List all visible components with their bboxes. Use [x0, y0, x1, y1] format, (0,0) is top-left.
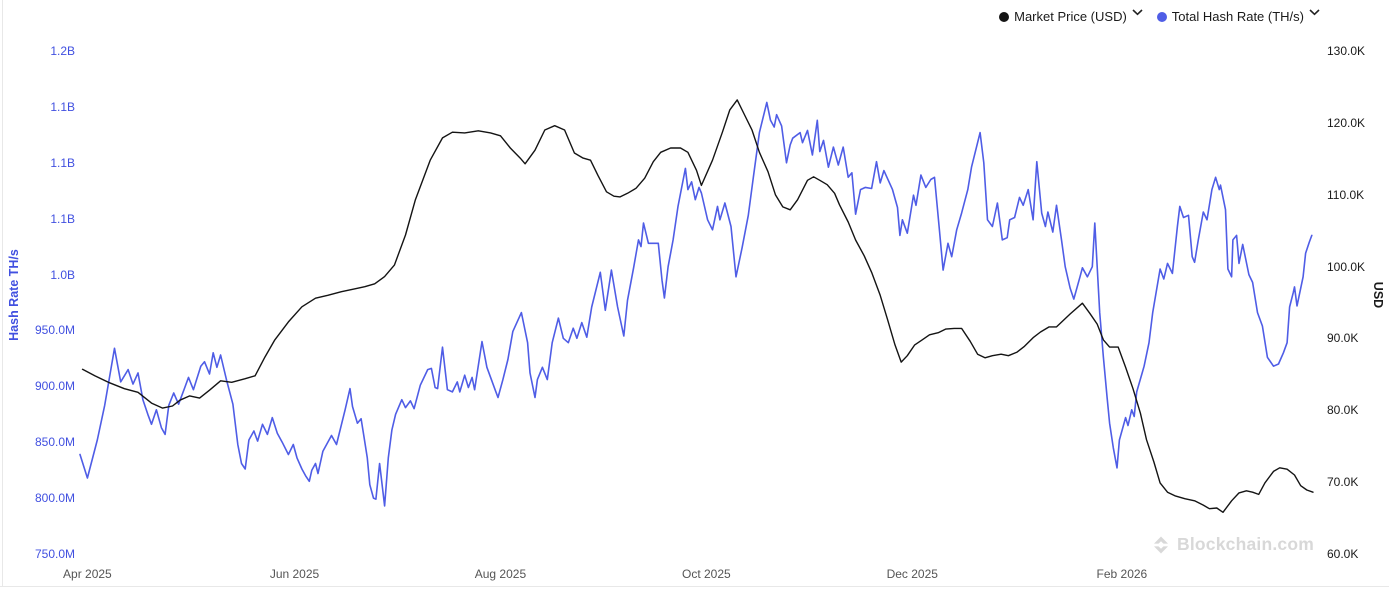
x-tick-label: Oct 2025: [682, 567, 731, 581]
watermark-text: Blockchain.com: [1177, 534, 1315, 554]
y-left-tick-label: 950.0M: [34, 323, 75, 338]
chevron-down-icon[interactable]: [1309, 9, 1320, 16]
y-right-tick-label: 120.0K: [1327, 115, 1366, 130]
y-left-tick-label: 1.1B: [50, 211, 75, 226]
y-right-tick-label: 90.0K: [1327, 331, 1359, 346]
x-tick-label: Apr 2025: [63, 567, 112, 581]
y-left-tick-label: 1.1B: [50, 155, 75, 170]
y-right-tick-label: 130.0K: [1327, 44, 1366, 58]
y-right-tick-label: 100.0K: [1327, 259, 1366, 274]
hash-rate-legend-dot: [1156, 11, 1167, 22]
x-tick-label: Feb 2026: [1096, 567, 1148, 581]
y-axis-right-title: USD: [1371, 281, 1385, 309]
market-price-legend-dot: [999, 11, 1010, 22]
y-left-tick-label: 1.0B: [50, 267, 75, 282]
watermark: Blockchain.com: [1151, 534, 1314, 555]
chevron-down-icon[interactable]: [1132, 9, 1143, 16]
y-right-tick-label: 70.0K: [1327, 475, 1359, 490]
x-tick-label: Dec 2025: [886, 567, 938, 581]
y-left-tick-label: 1.1B: [50, 99, 75, 114]
legend-label: Market Price (USD): [1014, 9, 1127, 24]
y-left-tick-label: 1.2B: [50, 44, 75, 58]
x-tick-label: Aug 2025: [474, 567, 527, 581]
blockchain-logo-icon: [1151, 535, 1171, 555]
x-tick-label: Jun 2025: [269, 567, 320, 581]
legend-label: Total Hash Rate (TH/s): [1171, 9, 1304, 24]
legend-item-market-price[interactable]: Market Price (USD): [999, 9, 1143, 24]
y-right-tick-label: 110.0K: [1327, 187, 1365, 202]
y-left-tick-label: 800.0M: [34, 491, 75, 506]
y-left-tick-label: 850.0M: [34, 435, 75, 450]
hash-rate-line: [79, 101, 1313, 507]
legend: Market Price (USD) Total Hash Rate (TH/s…: [999, 9, 1320, 24]
legend-item-hash-rate[interactable]: Total Hash Rate (TH/s): [1156, 9, 1320, 24]
y-left-tick-label: 900.0M: [34, 379, 75, 394]
y-left-tick-label: 750.0M: [34, 547, 75, 561]
y-right-tick-label: 60.0K: [1327, 547, 1359, 561]
market-price-line: [81, 99, 1314, 513]
y-right-tick-label: 80.0K: [1327, 403, 1359, 418]
